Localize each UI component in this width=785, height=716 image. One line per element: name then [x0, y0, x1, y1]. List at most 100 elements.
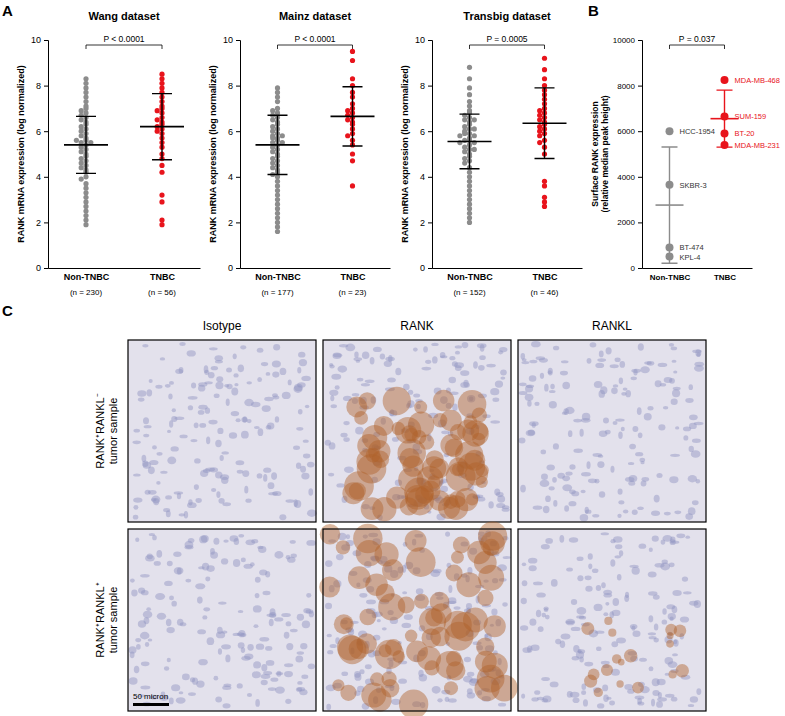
ellipse-element [658, 424, 665, 430]
ellipse-element [325, 560, 333, 567]
data-point [270, 165, 275, 170]
category-note: (n = 46) [531, 288, 559, 297]
ellipse-element [454, 606, 461, 610]
ellipse-element [220, 455, 224, 461]
data-point [537, 108, 542, 113]
ellipse-element [599, 351, 604, 358]
ellipse-element [131, 590, 137, 597]
ellipse-element [662, 608, 666, 614]
ellipse-element [291, 554, 297, 558]
circle-element [456, 572, 481, 597]
ellipse-element [135, 537, 139, 542]
ellipse-element [674, 511, 681, 515]
ellipse-element [327, 634, 332, 638]
ellipse-element [529, 375, 537, 381]
data-point [472, 147, 477, 152]
ellipse-element [205, 576, 210, 581]
ellipse-element [133, 429, 140, 433]
y-axis-title: RANK mRNA expression (log normalized) [16, 65, 26, 243]
ellipse-element [133, 473, 141, 476]
ellipse-element [669, 476, 678, 483]
ellipse-element [672, 653, 678, 656]
data-point [79, 133, 84, 138]
ellipse-element [529, 565, 537, 571]
ellipse-element [203, 607, 210, 611]
y-axis-title: RANK mRNA expression (log normalized) [208, 65, 218, 243]
error-bar [717, 90, 733, 147]
ellipse-element [241, 656, 250, 661]
ellipse-element [490, 420, 500, 423]
ellipse-element [160, 471, 167, 474]
circle-element [581, 622, 594, 635]
data-point [155, 108, 160, 113]
ellipse-element [261, 664, 267, 671]
ellipse-element [247, 419, 252, 423]
ellipse-element [612, 598, 619, 606]
ellipse-element [557, 473, 565, 479]
ellipse-element [302, 620, 310, 628]
ellipse-element [380, 354, 385, 360]
ellipse-element [528, 558, 537, 564]
y-tick-label: 0 [631, 264, 636, 273]
y-axis-line [44, 41, 49, 269]
ellipse-element [579, 656, 584, 662]
data-point [275, 197, 280, 202]
ellipse-element [179, 513, 185, 516]
ellipse-element [398, 679, 407, 684]
ellipse-element [157, 613, 166, 620]
data-point [462, 161, 467, 166]
ellipse-element [246, 381, 252, 384]
ellipse-element [303, 454, 310, 459]
y-tick-label: 0 [420, 263, 425, 273]
ellipse-element [307, 462, 315, 468]
x-tick: TNBC [150, 268, 175, 282]
ellipse-element [605, 430, 611, 435]
ellipse-element [266, 372, 271, 376]
data-point [467, 202, 472, 207]
ellipse-element [596, 585, 601, 591]
data-point [462, 124, 467, 129]
ellipse-element [257, 348, 264, 353]
y-tick-mark [638, 268, 642, 269]
ellipse-element [253, 605, 262, 612]
y-tick: 6 [36, 127, 48, 137]
ellipse-element [644, 413, 652, 420]
ellipse-element [175, 369, 183, 374]
y-tick-mark [236, 268, 240, 269]
ellipse-element [152, 535, 157, 540]
ellipse-element [552, 477, 557, 483]
ellipse-element [344, 466, 354, 473]
ellipse-element [587, 358, 592, 364]
ellipse-element [190, 439, 197, 442]
data-point [83, 106, 88, 111]
ellipse-element [609, 701, 615, 706]
ellipse-element [133, 497, 142, 502]
category-label: TNBC [150, 272, 175, 282]
ellipse-element [477, 343, 487, 348]
ellipse-element [337, 366, 347, 373]
ellipse-element [569, 464, 575, 469]
ellipse-element [167, 430, 171, 433]
ellipse-element [695, 479, 700, 484]
ellipse-element [343, 421, 349, 425]
data-point [79, 156, 84, 161]
ellipse-element [237, 683, 243, 688]
error-bar [76, 116, 96, 173]
ellipse-element [559, 535, 564, 543]
ellipse-element [252, 671, 261, 678]
ellipse-element [449, 377, 457, 384]
data-point [275, 94, 280, 99]
ellipse-element [629, 444, 636, 450]
ellipse-element [362, 351, 369, 359]
data-point [350, 49, 355, 54]
y-tick: 6000 [617, 127, 642, 136]
ellipse-element [138, 587, 145, 593]
panel-label: A [2, 2, 13, 19]
ellipse-element [500, 369, 507, 375]
data-point [270, 149, 275, 154]
ellipse-element [595, 631, 604, 634]
ellipse-element [263, 468, 271, 473]
ellipse-element [545, 495, 551, 502]
ellipse-element [223, 539, 228, 542]
ellipse-element [683, 427, 691, 432]
